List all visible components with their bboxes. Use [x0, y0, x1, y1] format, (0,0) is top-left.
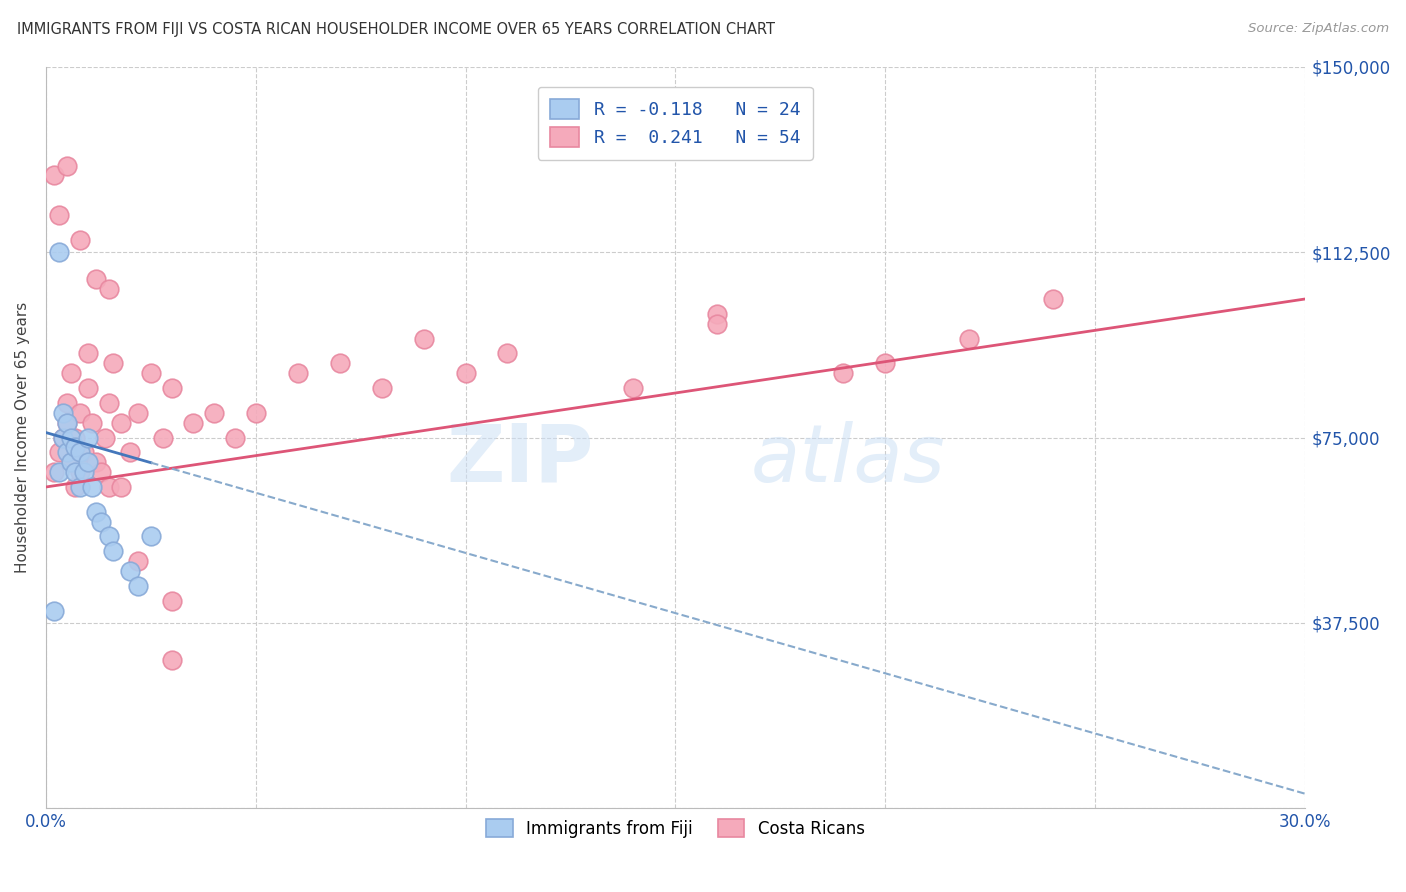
Point — [101, 544, 124, 558]
Point — [97, 396, 120, 410]
Point — [48, 245, 70, 260]
Point — [65, 480, 87, 494]
Point — [957, 332, 980, 346]
Point — [1042, 292, 1064, 306]
Point — [65, 441, 87, 455]
Point — [89, 515, 111, 529]
Point — [52, 406, 75, 420]
Text: Source: ZipAtlas.com: Source: ZipAtlas.com — [1249, 22, 1389, 36]
Point — [56, 416, 79, 430]
Point — [82, 480, 104, 494]
Point — [69, 445, 91, 459]
Point — [101, 356, 124, 370]
Point — [82, 416, 104, 430]
Point — [48, 445, 70, 459]
Text: atlas: atlas — [751, 421, 946, 499]
Point — [152, 430, 174, 444]
Point — [97, 282, 120, 296]
Point — [44, 169, 66, 183]
Legend: Immigrants from Fiji, Costa Ricans: Immigrants from Fiji, Costa Ricans — [479, 813, 872, 845]
Point — [60, 430, 83, 444]
Point — [127, 406, 149, 420]
Point — [160, 593, 183, 607]
Point — [77, 430, 100, 444]
Point — [706, 317, 728, 331]
Point — [454, 366, 477, 380]
Point — [89, 465, 111, 479]
Y-axis label: Householder Income Over 65 years: Householder Income Over 65 years — [15, 301, 30, 574]
Point — [56, 445, 79, 459]
Point — [65, 430, 87, 444]
Point — [86, 505, 108, 519]
Point — [77, 381, 100, 395]
Point — [97, 529, 120, 543]
Point — [73, 465, 96, 479]
Point — [56, 416, 79, 430]
Point — [160, 381, 183, 395]
Point — [60, 455, 83, 469]
Point — [139, 366, 162, 380]
Point — [48, 208, 70, 222]
Point — [56, 396, 79, 410]
Point — [77, 455, 100, 469]
Point — [60, 455, 83, 469]
Point — [93, 430, 115, 444]
Point — [139, 529, 162, 543]
Point — [44, 604, 66, 618]
Point — [86, 272, 108, 286]
Point — [245, 406, 267, 420]
Point — [706, 307, 728, 321]
Point — [118, 445, 141, 459]
Point — [65, 465, 87, 479]
Point — [370, 381, 392, 395]
Point — [69, 406, 91, 420]
Point — [77, 346, 100, 360]
Text: IMMIGRANTS FROM FIJI VS COSTA RICAN HOUSEHOLDER INCOME OVER 65 YEARS CORRELATION: IMMIGRANTS FROM FIJI VS COSTA RICAN HOUS… — [17, 22, 775, 37]
Point — [621, 381, 644, 395]
Point — [52, 430, 75, 444]
Point — [127, 554, 149, 568]
Point — [181, 416, 204, 430]
Point — [97, 480, 120, 494]
Point — [118, 564, 141, 578]
Point — [48, 465, 70, 479]
Point — [73, 445, 96, 459]
Point — [69, 465, 91, 479]
Point — [44, 465, 66, 479]
Point — [224, 430, 246, 444]
Point — [69, 480, 91, 494]
Point — [412, 332, 434, 346]
Point — [329, 356, 352, 370]
Text: ZIP: ZIP — [446, 421, 593, 499]
Point — [60, 366, 83, 380]
Point — [127, 579, 149, 593]
Point — [52, 430, 75, 444]
Point — [86, 455, 108, 469]
Point — [110, 480, 132, 494]
Point — [287, 366, 309, 380]
Point — [202, 406, 225, 420]
Point — [832, 366, 855, 380]
Point — [875, 356, 897, 370]
Point — [160, 653, 183, 667]
Point — [110, 416, 132, 430]
Point — [56, 159, 79, 173]
Point — [69, 233, 91, 247]
Point — [496, 346, 519, 360]
